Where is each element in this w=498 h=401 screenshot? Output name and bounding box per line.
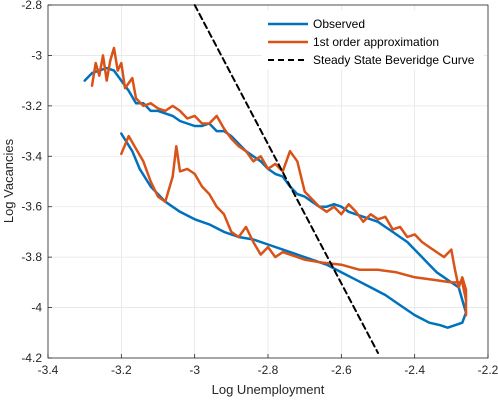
x-tick-label: -2.8 bbox=[258, 363, 279, 377]
y-tick-label: -3.2 bbox=[21, 99, 42, 113]
y-tick-label: -3.4 bbox=[21, 149, 42, 163]
y-tick-label: -3.8 bbox=[21, 250, 42, 264]
y-tick-label: -3 bbox=[31, 48, 42, 62]
y-tick-label: -4.2 bbox=[21, 351, 42, 365]
series-line-1 bbox=[90, 46, 468, 317]
y-axis-label: Log Vacancies bbox=[1, 138, 16, 223]
y-tick-label: -3.6 bbox=[21, 200, 42, 214]
x-tick-label: -3.2 bbox=[111, 363, 132, 377]
x-tick-label: -3 bbox=[189, 363, 200, 377]
x-tick-label: -2.2 bbox=[478, 363, 498, 377]
legend-label-approximation: 1st order approximation bbox=[313, 35, 439, 49]
x-axis-label: Log Unemployment bbox=[212, 382, 325, 397]
series-line-0 bbox=[83, 66, 468, 329]
x-tick-label: -2.6 bbox=[331, 363, 352, 377]
x-tick-label: -3.4 bbox=[38, 363, 59, 377]
series-line-2 bbox=[120, 134, 468, 302]
x-tick-label: -2.4 bbox=[404, 363, 425, 377]
y-tick-label: -4 bbox=[31, 301, 42, 315]
legend: Observed 1st order approximation Steady … bbox=[261, 10, 484, 70]
series-line-3 bbox=[193, 4, 379, 354]
legend-label-observed: Observed bbox=[313, 17, 365, 31]
series-layer bbox=[83, 4, 468, 354]
legend-label-beveridge: Steady State Beveridge Curve bbox=[313, 53, 475, 67]
y-tick-label: -2.8 bbox=[21, 0, 42, 12]
ticks: -3.4 -3.2 -3 -2.8 -2.6 -2.4 -2.2 -4.2 -4 -3.8 -3.6… bbox=[21, 0, 498, 377]
